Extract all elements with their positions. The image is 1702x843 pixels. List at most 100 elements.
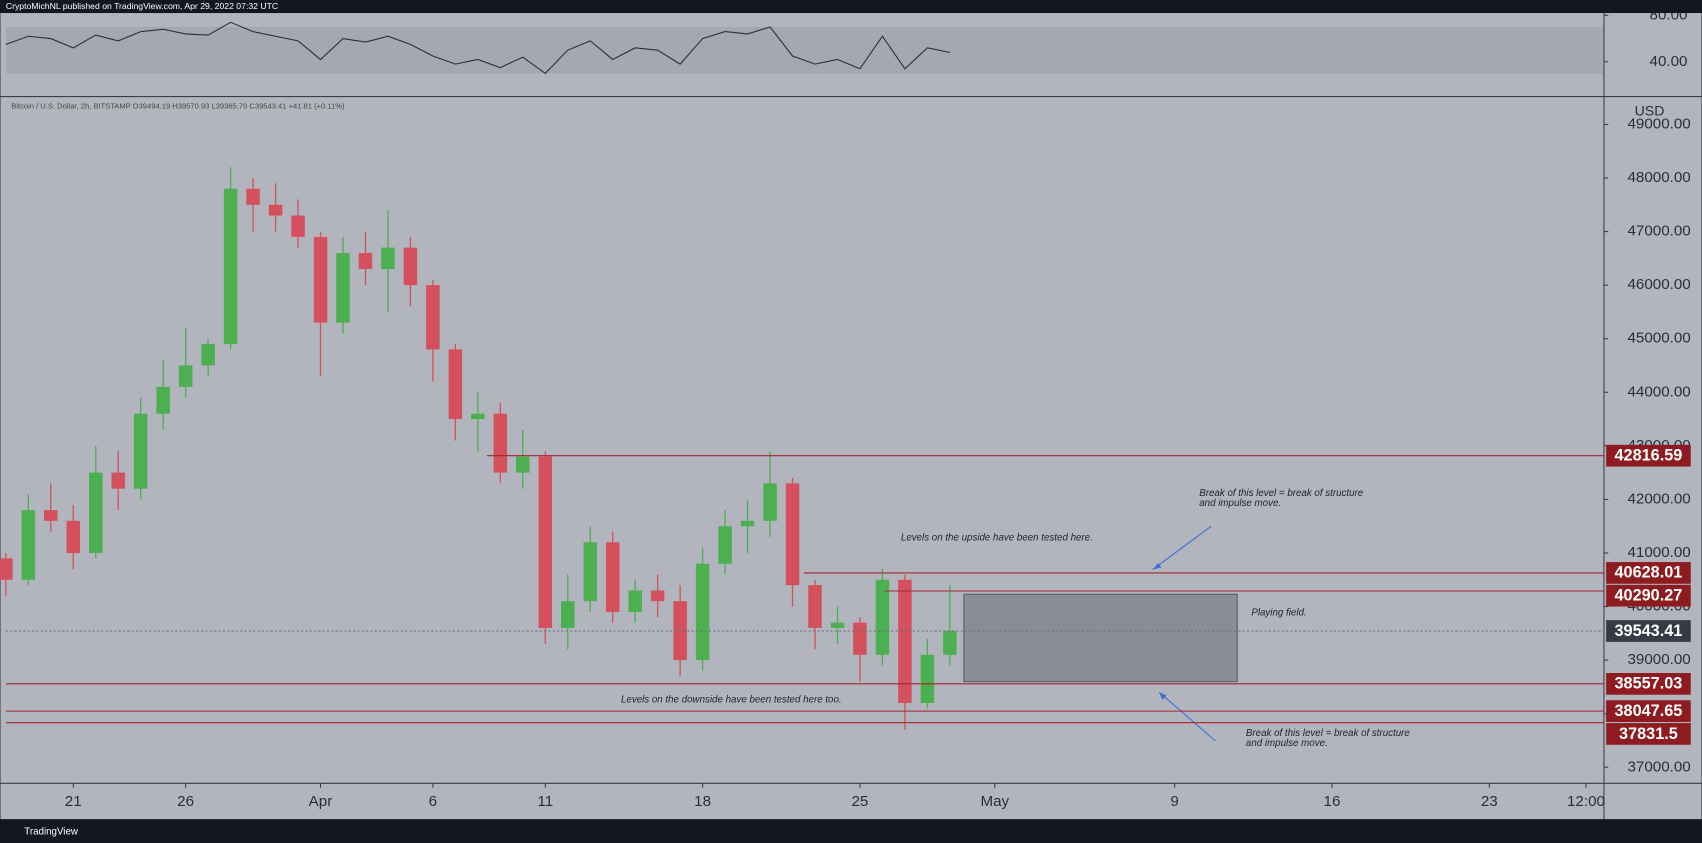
y-tick-label: 46000.00 bbox=[1627, 276, 1690, 293]
candle-body bbox=[875, 579, 890, 655]
level-label: 42816.59 bbox=[1615, 447, 1683, 465]
annotation: Break of this level = break of structure bbox=[1246, 728, 1411, 739]
candle-body bbox=[156, 386, 170, 414]
x-tick-label: 23 bbox=[1481, 793, 1498, 810]
level-label: 38557.03 bbox=[1615, 675, 1683, 693]
last-price-box bbox=[1606, 620, 1691, 642]
chart-background bbox=[0, 13, 1702, 820]
x-tick-label: 25 bbox=[852, 793, 869, 810]
candle-body bbox=[133, 413, 148, 489]
annotation: Playing field. bbox=[1251, 608, 1306, 619]
annotation: Break of this level = break of structure bbox=[1199, 488, 1364, 499]
candle-body bbox=[448, 349, 463, 420]
arrow-head bbox=[1152, 563, 1162, 570]
x-tick-label: 16 bbox=[1324, 793, 1341, 810]
candle-body bbox=[718, 526, 732, 564]
candle-body bbox=[561, 601, 575, 628]
candle-body bbox=[943, 631, 957, 655]
candle-body bbox=[763, 483, 777, 521]
x-tick-label: 21 bbox=[65, 793, 82, 810]
candle-body bbox=[516, 456, 530, 473]
annotation: and impulse move. bbox=[1246, 738, 1328, 749]
candle-body bbox=[381, 247, 395, 270]
top-bar bbox=[0, 0, 1702, 14]
y-tick-label: 41000.00 bbox=[1627, 544, 1690, 561]
candle-body bbox=[538, 456, 553, 628]
level-label-box bbox=[1606, 723, 1691, 745]
rsi-band bbox=[5, 26, 1604, 74]
currency: USD bbox=[1635, 102, 1665, 118]
candle-body bbox=[426, 285, 440, 350]
level-label: 37831.5 bbox=[1619, 725, 1678, 743]
candle-body bbox=[628, 590, 642, 612]
candle-body bbox=[605, 542, 620, 612]
arrow bbox=[1158, 691, 1216, 742]
candle-body bbox=[178, 365, 193, 387]
rsi-line bbox=[5, 21, 950, 75]
candle-body bbox=[403, 247, 418, 286]
annotation: Levels on the downside have been tested … bbox=[621, 694, 842, 705]
candle-body bbox=[785, 483, 800, 586]
level-label: 40290.27 bbox=[1615, 587, 1683, 605]
x-tick-label: 12:00 bbox=[1567, 793, 1605, 810]
y-tick-label: 48000.00 bbox=[1627, 169, 1690, 186]
x-tick-label: 18 bbox=[694, 793, 711, 810]
annotation: Levels on the upside have been tested he… bbox=[901, 533, 1093, 544]
currency-box bbox=[1632, 103, 1667, 121]
arrow-head bbox=[1159, 692, 1167, 700]
candle-body bbox=[44, 510, 58, 521]
candle-body bbox=[830, 622, 845, 628]
candle-body bbox=[313, 236, 328, 323]
x-tick-label: 6 bbox=[429, 793, 437, 810]
level-label-box bbox=[1606, 562, 1691, 584]
level-label-box bbox=[1606, 700, 1691, 722]
candle-body bbox=[853, 622, 867, 655]
candle-body bbox=[21, 510, 36, 580]
candle-body bbox=[650, 590, 665, 602]
candle-body bbox=[808, 585, 822, 628]
candle-body bbox=[336, 252, 350, 323]
y-tick-label: 45000.00 bbox=[1627, 330, 1690, 347]
candle-body bbox=[0, 558, 13, 580]
annotation: and impulse move. bbox=[1199, 498, 1281, 509]
candle-body bbox=[920, 654, 935, 703]
candle-body bbox=[493, 413, 508, 473]
candle-body bbox=[246, 188, 260, 205]
last-price-label: 39543.41 bbox=[1615, 622, 1683, 640]
plot bbox=[0, 167, 957, 730]
level-label: 40628.01 bbox=[1615, 564, 1683, 582]
candle-body bbox=[583, 542, 597, 602]
x-tick-label: Apr bbox=[309, 793, 333, 810]
level-label-box bbox=[1606, 444, 1691, 467]
y-tick-label: 39000.00 bbox=[1627, 651, 1690, 668]
candle-body bbox=[695, 563, 710, 661]
y-tick-label: 40.00 bbox=[1650, 53, 1688, 70]
candle-body bbox=[268, 204, 283, 216]
candle-body bbox=[88, 472, 103, 553]
candle-body bbox=[291, 215, 305, 237]
level-label-box bbox=[1606, 672, 1691, 695]
y-tick-label: 37000.00 bbox=[1627, 758, 1690, 775]
candle-body bbox=[740, 520, 755, 527]
x-tick-label: 26 bbox=[177, 793, 194, 810]
arrow bbox=[1152, 525, 1212, 571]
legend: Bitcoin / U.S. Dollar, 2h, BITSTAMP O394… bbox=[11, 101, 345, 110]
y-tick-label: 49000.00 bbox=[1627, 115, 1690, 132]
candle-body bbox=[471, 413, 485, 420]
publisher: CryptoMichNL published on TradingView.co… bbox=[6, 1, 278, 11]
footer: TradingView bbox=[24, 827, 79, 838]
x-tick-label: 11 bbox=[537, 793, 553, 810]
candle-body bbox=[111, 472, 125, 489]
candle-body bbox=[201, 344, 215, 366]
level-label-box bbox=[1606, 584, 1691, 607]
candle-body bbox=[223, 188, 238, 345]
candle-body bbox=[358, 252, 373, 270]
y-tick-label: 44000.00 bbox=[1627, 383, 1690, 400]
x-tick-label: 9 bbox=[1170, 793, 1178, 810]
x-tick-label: May bbox=[980, 793, 1009, 810]
candle-body bbox=[898, 579, 912, 703]
playing-field bbox=[963, 593, 1238, 683]
y-tick-label: 42000.00 bbox=[1627, 490, 1690, 507]
